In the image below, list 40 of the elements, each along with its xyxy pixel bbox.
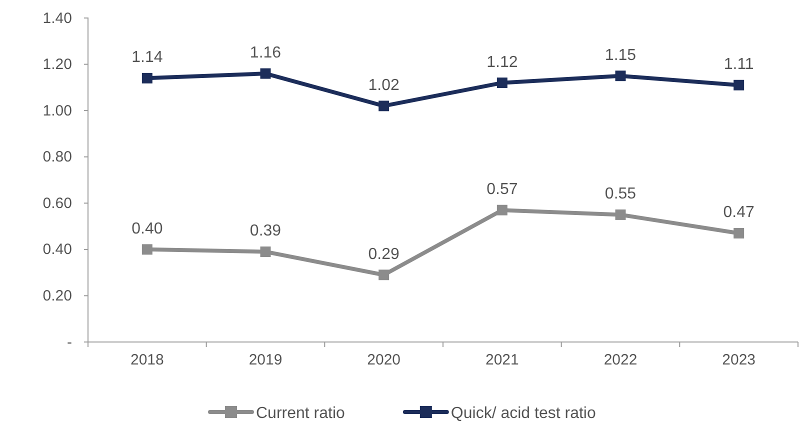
y-tick-label: 1.40 xyxy=(42,10,72,27)
y-tick-label: 0.80 xyxy=(42,148,72,166)
y-tick-label: - xyxy=(67,334,72,351)
data-label: 1.16 xyxy=(250,44,282,62)
data-label: 1.02 xyxy=(368,76,400,94)
x-tick-label: 2018 xyxy=(130,352,164,369)
data-label: 0.39 xyxy=(250,222,282,240)
y-tick-label: 1.20 xyxy=(42,56,72,74)
y-tick-label: 0.20 xyxy=(42,288,72,305)
x-tick-label: 2019 xyxy=(248,352,282,369)
x-tick-label: 2020 xyxy=(367,352,401,369)
point xyxy=(142,72,152,84)
point xyxy=(378,100,390,112)
y-tick-label: 0.60 xyxy=(42,194,72,212)
data-label: 0.29 xyxy=(368,246,400,263)
data-label: 1.11 xyxy=(724,56,754,74)
point xyxy=(734,80,744,90)
y-tick-label: 1.00 xyxy=(42,102,72,120)
data-label: 0.47 xyxy=(723,204,755,222)
x-tick-label: 2023 xyxy=(722,352,756,369)
data-label: 0.55 xyxy=(604,186,636,203)
legend-label: Current ratio xyxy=(256,405,346,422)
legend-label: Quick/ acid test ratio xyxy=(450,405,596,422)
point xyxy=(734,228,744,238)
point xyxy=(260,246,271,257)
point xyxy=(378,270,390,280)
point xyxy=(615,209,626,220)
data-label: 1.15 xyxy=(604,46,636,64)
data-label: 0.57 xyxy=(486,181,518,198)
y-tick-label: 0.40 xyxy=(42,241,72,258)
data-label: 0.40 xyxy=(132,220,163,238)
x-tick-label: 2021 xyxy=(485,352,519,369)
x-tick-label: 2022 xyxy=(604,352,638,369)
data-label: 1.12 xyxy=(486,54,518,71)
point xyxy=(142,244,152,255)
point xyxy=(496,78,508,88)
data-label: 1.14 xyxy=(132,49,163,66)
point xyxy=(615,70,626,82)
point xyxy=(260,68,271,79)
point xyxy=(496,204,508,216)
